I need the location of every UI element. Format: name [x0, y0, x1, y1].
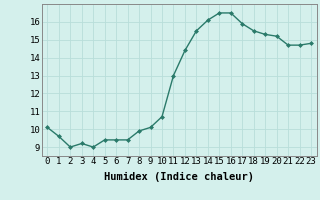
- X-axis label: Humidex (Indice chaleur): Humidex (Indice chaleur): [104, 172, 254, 182]
